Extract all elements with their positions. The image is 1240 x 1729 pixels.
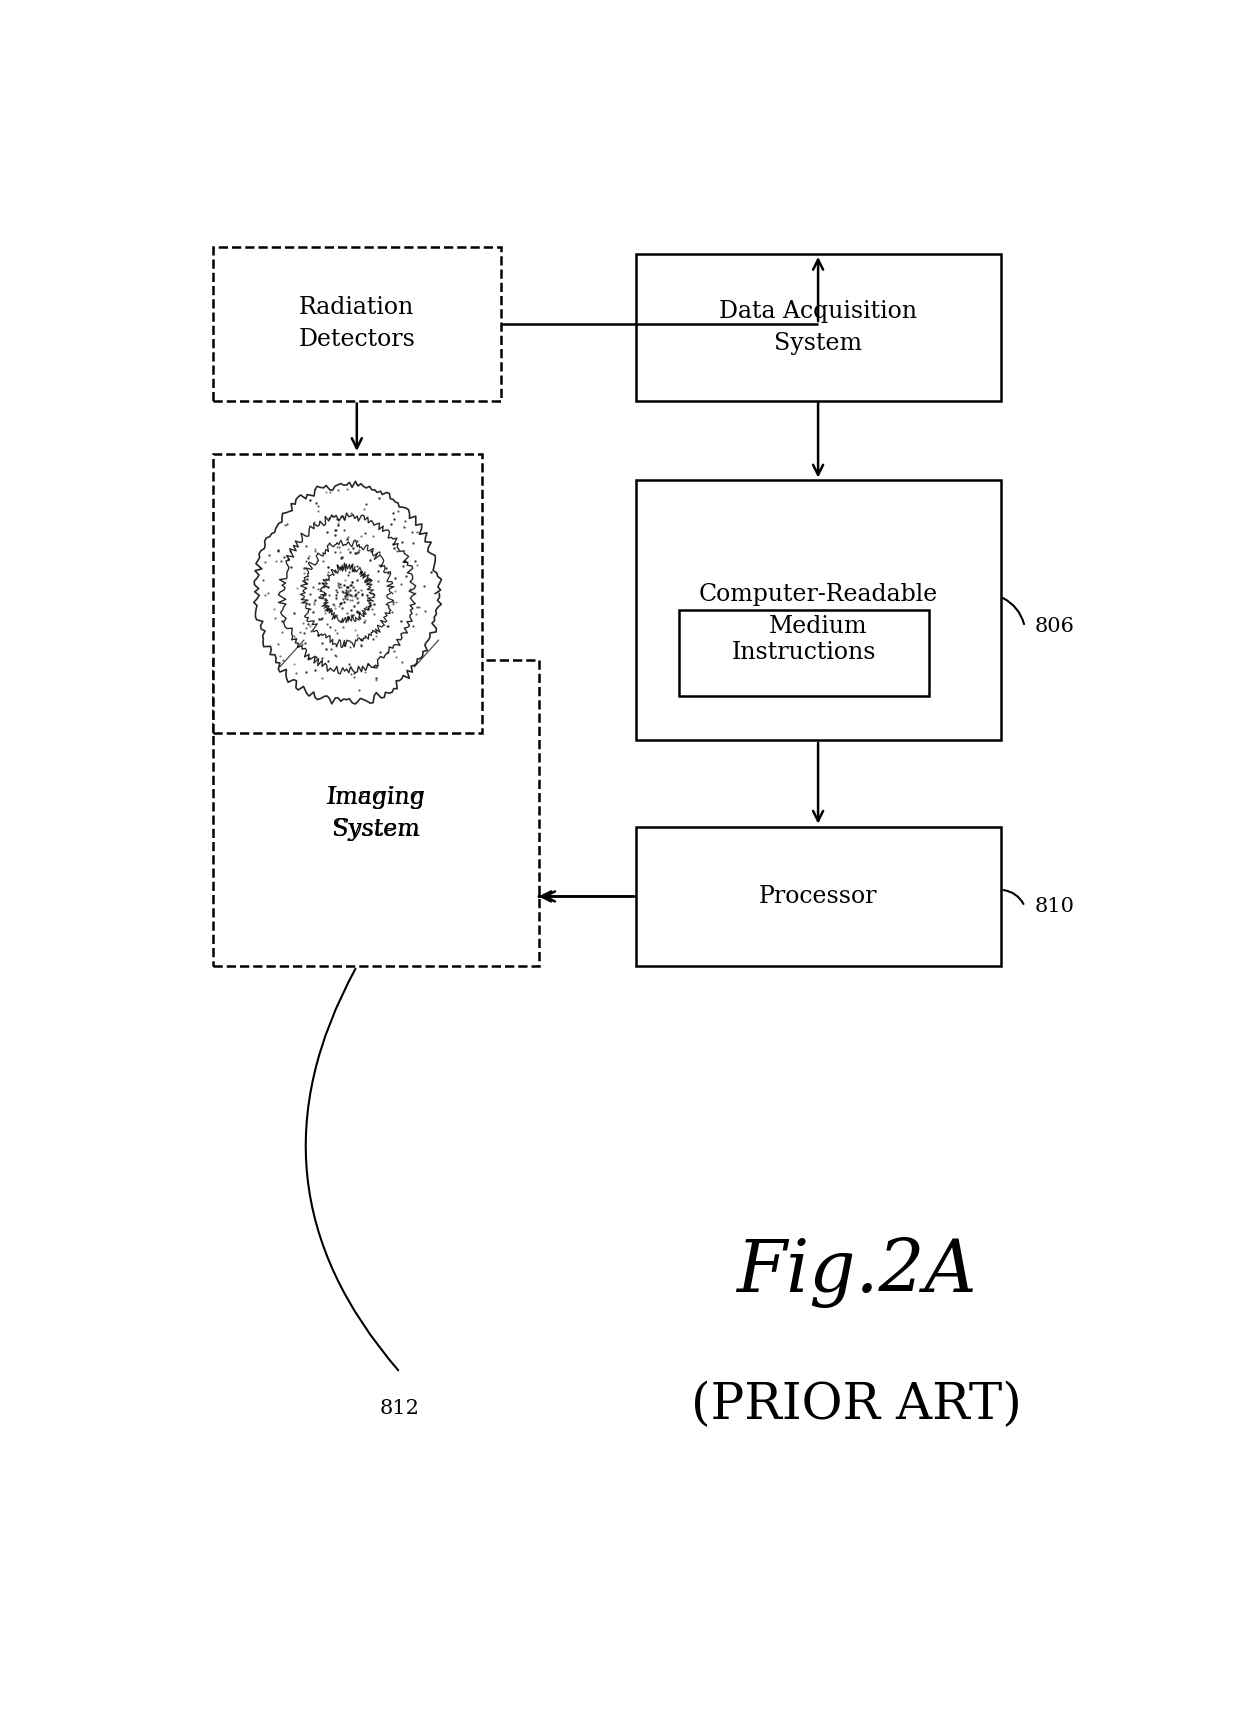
Bar — [678, 610, 929, 697]
Text: Imaging
System: Imaging System — [326, 785, 425, 840]
Text: Radiation
Detectors: Radiation Detectors — [299, 296, 415, 351]
Bar — [635, 481, 1001, 740]
Bar — [635, 826, 1001, 967]
Text: 812: 812 — [381, 1399, 420, 1418]
Text: Processor: Processor — [759, 885, 878, 908]
Text: 806: 806 — [1034, 617, 1074, 636]
Bar — [213, 453, 481, 733]
Bar — [213, 247, 501, 401]
Text: Imaging
System: Imaging System — [326, 785, 425, 840]
Text: Instructions: Instructions — [732, 641, 875, 664]
Text: Fig.2A: Fig.2A — [737, 1236, 977, 1309]
Text: Data Acquisition
System: Data Acquisition System — [719, 299, 918, 354]
Bar — [635, 254, 1001, 401]
Text: 810: 810 — [1034, 897, 1074, 916]
Bar — [213, 660, 539, 967]
Text: (PRIOR ART): (PRIOR ART) — [691, 1381, 1022, 1430]
Text: Computer-Readable
Medium: Computer-Readable Medium — [698, 583, 937, 638]
